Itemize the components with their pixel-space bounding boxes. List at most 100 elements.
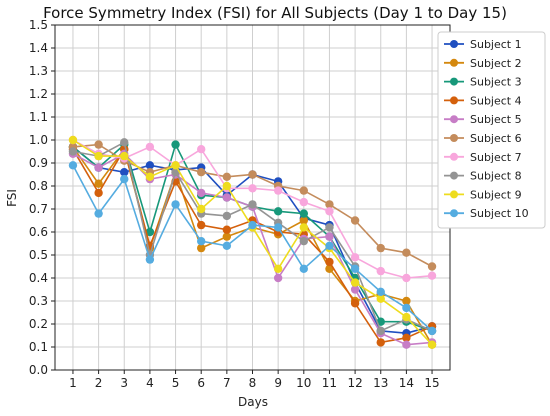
y-tick-label: 1.5 <box>29 18 48 32</box>
legend-item: Subject 5 <box>444 113 522 126</box>
legend-item: Subject 1 <box>444 38 522 51</box>
data-point <box>402 333 411 342</box>
data-point <box>325 207 334 216</box>
y-tick-label: 1.1 <box>29 110 48 124</box>
data-point <box>299 216 308 225</box>
data-point <box>350 216 360 225</box>
legend-marker <box>450 77 458 86</box>
y-tick-label: 1.2 <box>29 87 48 101</box>
data-point <box>325 232 334 241</box>
data-point <box>197 243 206 253</box>
y-tick-label: 1.4 <box>29 41 48 55</box>
data-point <box>248 184 257 193</box>
x-tick-label: 2 <box>95 376 103 390</box>
data-point <box>402 273 411 283</box>
y-tick-label: 0.1 <box>29 340 48 354</box>
legend-marker <box>450 58 458 67</box>
data-point <box>376 287 385 296</box>
data-point <box>402 248 411 257</box>
data-point <box>120 151 129 161</box>
data-point <box>197 237 206 246</box>
x-tick-label: 15 <box>424 376 439 390</box>
data-point <box>171 200 180 209</box>
legend-item: Subject 3 <box>444 76 522 89</box>
data-point <box>94 179 103 188</box>
data-point <box>427 340 437 349</box>
y-tick-label: 0.6 <box>29 225 48 239</box>
x-tick-label: 5 <box>172 376 180 390</box>
data-point <box>273 273 283 283</box>
legend-label: Subject 4 <box>470 94 522 107</box>
data-point <box>402 340 411 349</box>
data-point <box>427 262 437 271</box>
y-tick-label: 0.7 <box>29 202 48 216</box>
y-tick-label: 0.4 <box>29 271 48 285</box>
legend-marker <box>450 96 458 105</box>
legend-label: Subject 2 <box>470 57 522 70</box>
data-point <box>325 241 334 250</box>
legend-item: Subject 9 <box>444 188 522 201</box>
data-point <box>350 278 360 287</box>
legend-marker <box>450 152 458 161</box>
legend-label: Subject 7 <box>470 151 522 164</box>
data-point <box>68 135 78 145</box>
data-point <box>145 255 155 264</box>
legend: Subject 1 Subject 2 Subject 3 Subject 4 Subj… <box>437 31 546 229</box>
data-point <box>120 168 129 177</box>
data-point <box>299 237 308 246</box>
y-tick-label: 0.0 <box>29 363 48 377</box>
x-tick-label: 13 <box>373 376 388 390</box>
data-point <box>222 193 232 202</box>
data-point <box>197 168 206 177</box>
x-tick-label: 12 <box>347 376 362 390</box>
legend-label: Subject 1 <box>470 38 522 51</box>
data-point <box>350 264 360 273</box>
legend-marker <box>450 40 458 48</box>
data-point <box>94 188 103 198</box>
data-point <box>222 211 232 221</box>
data-point <box>222 172 232 181</box>
data-point <box>94 163 103 172</box>
x-axis-label: Days <box>238 395 268 409</box>
y-tick-label: 1.0 <box>29 133 48 147</box>
data-point <box>402 303 411 313</box>
legend-label: Subject 9 <box>470 188 522 201</box>
data-point <box>376 326 385 336</box>
data-point <box>145 227 155 237</box>
data-point <box>68 161 78 170</box>
data-point <box>273 223 283 232</box>
data-point <box>171 161 180 170</box>
legend-marker <box>450 134 458 142</box>
y-tick-label: 1.3 <box>29 64 48 78</box>
x-tick-label: 6 <box>197 376 205 390</box>
chart-title: Force Symmetry Index (FSI) for All Subje… <box>43 4 507 22</box>
legend-label: Subject 3 <box>470 76 522 89</box>
data-point <box>350 299 360 308</box>
legend-marker <box>450 115 458 124</box>
legend-label: Subject 10 <box>470 207 529 220</box>
legend-item: Subject 8 <box>444 170 522 183</box>
series-layer <box>68 135 437 349</box>
data-point <box>325 200 334 209</box>
data-point <box>197 220 206 230</box>
data-point <box>94 209 103 218</box>
data-point <box>376 266 385 276</box>
x-tick-label: 8 <box>249 376 257 390</box>
data-point <box>145 172 155 181</box>
data-point <box>427 271 437 280</box>
data-point <box>299 197 308 207</box>
legend-item: Subject 7 <box>444 151 522 164</box>
legend-item: Subject 10 <box>444 207 529 220</box>
data-point <box>248 200 257 209</box>
data-point <box>222 232 232 241</box>
data-point <box>120 174 129 184</box>
data-point <box>120 138 129 147</box>
data-point <box>197 188 206 198</box>
x-tick-label: 9 <box>274 376 282 390</box>
data-point <box>350 253 360 262</box>
x-tick-label: 1 <box>69 376 77 390</box>
data-point <box>402 312 411 322</box>
legend-item: Subject 4 <box>444 94 522 107</box>
y-tick-label: 0.5 <box>29 248 48 262</box>
